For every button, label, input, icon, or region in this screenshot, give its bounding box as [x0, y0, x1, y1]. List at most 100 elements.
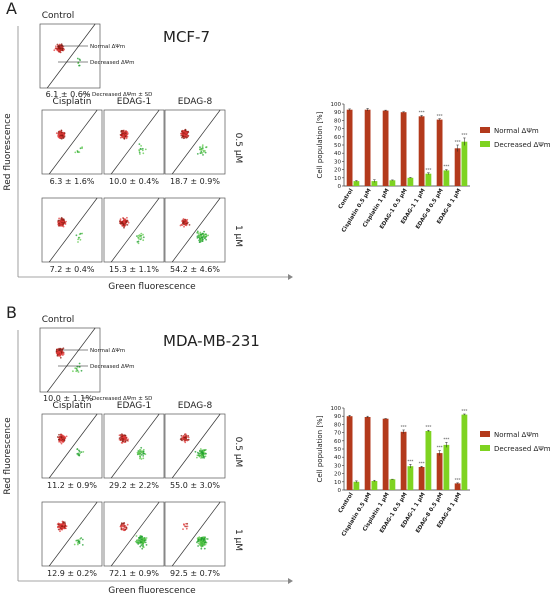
scatter-edag-1-0 — [103, 109, 165, 175]
y-tick-label: 100 — [331, 406, 342, 412]
event-dot-normal — [61, 349, 63, 352]
event-dot-decreased — [78, 58, 81, 61]
event-dot-decreased — [203, 457, 206, 459]
cell-line-title: MDA-MB-231 — [163, 332, 260, 350]
event-dot-normal — [65, 435, 68, 438]
event-dot-normal — [56, 43, 59, 46]
event-dot-decreased — [205, 238, 208, 241]
event-dot-normal — [185, 522, 188, 525]
event-dot-normal — [120, 221, 123, 224]
event-dot-normal — [63, 135, 66, 138]
treatment-label: EDAG-8 — [178, 401, 213, 411]
significance-mark: *** — [425, 425, 431, 430]
event-dot-normal — [60, 433, 63, 436]
event-dot-decreased — [199, 449, 201, 452]
event-dot-normal — [60, 442, 63, 445]
event-dot-normal — [183, 440, 186, 442]
event-dot-decreased — [201, 539, 204, 542]
bar-decreased — [353, 181, 360, 186]
event-dot-normal — [184, 221, 187, 224]
event-dot-decreased — [203, 233, 206, 236]
event-dot-decreased — [202, 154, 204, 156]
control-label: Control — [42, 11, 75, 21]
bar-normal — [382, 110, 389, 186]
event-dot-decreased — [141, 547, 144, 550]
concentration-label: 1 µM — [233, 529, 243, 551]
event-dot-normal — [187, 435, 190, 437]
event-dot-normal — [53, 49, 56, 52]
event-dot-normal — [58, 438, 61, 441]
event-dot-decreased — [77, 454, 80, 456]
event-dot-normal — [181, 220, 184, 223]
event-dot-normal — [62, 521, 65, 523]
event-dot-decreased — [199, 448, 202, 450]
event-dot-normal — [122, 135, 124, 138]
event-dot-decreased — [74, 151, 77, 154]
event-dot-normal — [63, 436, 66, 438]
event-dot-decreased — [137, 240, 140, 243]
event-dot-normal — [127, 221, 130, 224]
event-dot-decreased — [141, 149, 144, 152]
event-dot-normal — [59, 135, 62, 138]
event-dot-normal — [186, 221, 189, 224]
scatter-edag-1-1 — [103, 501, 165, 567]
event-dot-normal — [120, 134, 123, 137]
event-dot-normal — [121, 436, 123, 439]
event-dot-normal — [63, 132, 66, 135]
event-dot-decreased — [204, 541, 207, 544]
event-dot-decreased — [76, 541, 79, 544]
event-dot-normal — [182, 528, 184, 530]
event-dot-normal — [57, 46, 60, 49]
event-dot-decreased — [134, 540, 137, 543]
event-dot-decreased — [202, 452, 204, 455]
event-dot-normal — [63, 219, 65, 222]
y-tick-label: 60 — [334, 439, 341, 445]
event-dot-normal — [62, 220, 64, 223]
decreased-value: 18.7 ± 0.9% — [170, 177, 220, 186]
significance-mark: *** — [461, 408, 467, 413]
scatter-edag-8-0 — [164, 109, 226, 175]
bar-decreased — [443, 444, 450, 490]
y-tick-label: 20 — [334, 168, 341, 174]
plot-frame — [164, 109, 226, 175]
event-dot-decreased — [137, 538, 140, 541]
event-dot-normal — [121, 442, 124, 444]
event-dot-decreased — [203, 547, 206, 550]
event-dot-normal — [57, 134, 60, 137]
scatter-cisplatin-1 — [41, 501, 103, 567]
y-tick-label: 100 — [331, 102, 342, 108]
gate-line — [48, 197, 98, 263]
event-dot-decreased — [139, 238, 142, 241]
event-dot-decreased — [200, 454, 203, 456]
significance-mark: *** — [461, 132, 467, 137]
plot-frame — [103, 413, 165, 479]
event-dot-normal — [184, 441, 187, 444]
annotation-sd: Decreased ΔΨm ± SD — [92, 396, 152, 402]
bar-decreased — [461, 414, 468, 490]
control-label: Control — [42, 315, 75, 325]
event-dot-normal — [58, 433, 60, 436]
event-dot-decreased — [144, 453, 147, 456]
event-dot-decreased — [200, 538, 203, 541]
event-dot-normal — [61, 134, 64, 137]
plot-frame — [41, 197, 103, 263]
event-dot-decreased — [202, 238, 204, 241]
event-dot-normal — [122, 220, 125, 222]
event-dot-normal — [179, 224, 182, 227]
event-dot-decreased — [197, 545, 200, 547]
significance-mark: *** — [437, 113, 443, 118]
event-dot-normal — [119, 220, 121, 223]
event-dot-decreased — [80, 451, 83, 453]
event-dot-normal — [60, 351, 63, 354]
event-dot-decreased — [79, 452, 81, 455]
decreased-value: 12.9 ± 0.2% — [47, 569, 97, 578]
bar-decreased — [461, 141, 468, 186]
event-dot-normal — [55, 352, 58, 355]
event-dot-decreased — [143, 539, 146, 542]
decreased-value: 6.3 ± 1.6% — [50, 177, 95, 186]
y-tick-label: 70 — [334, 127, 341, 133]
significance-mark: *** — [419, 110, 425, 115]
cell-line-title: MCF-7 — [163, 28, 210, 46]
event-dot-decreased — [77, 543, 79, 546]
x-axis-label: Green fluorescence — [108, 586, 196, 596]
